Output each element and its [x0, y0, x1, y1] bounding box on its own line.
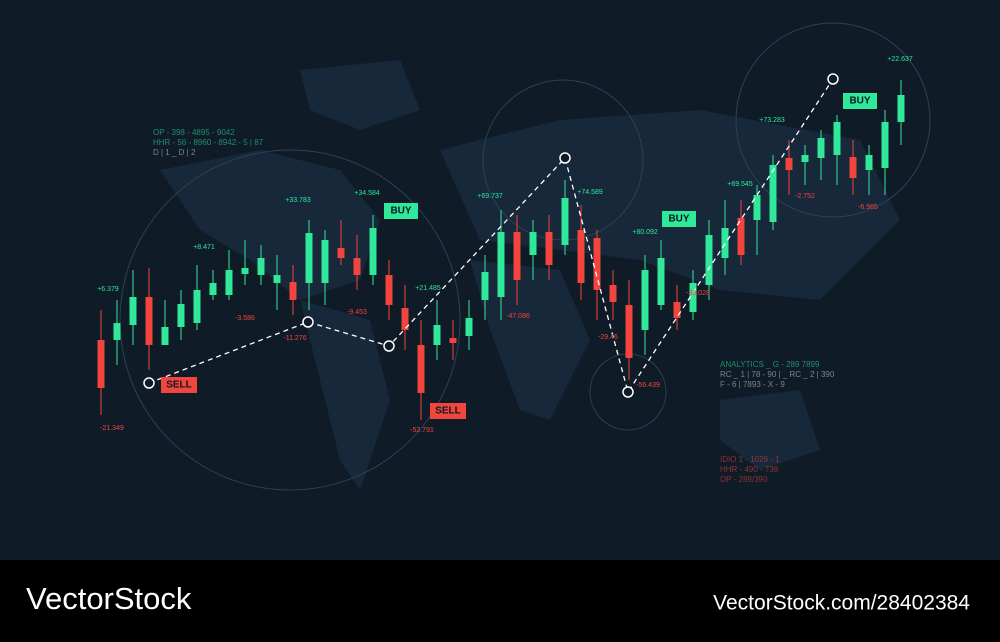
footer-brand: VectorStock — [26, 581, 192, 616]
price-label: -9.453 — [347, 309, 367, 316]
footer — [0, 560, 1000, 642]
candle-body — [833, 122, 841, 155]
candle-body — [337, 248, 345, 258]
badge: SELL — [166, 380, 192, 391]
candle-body — [881, 122, 889, 168]
candle-body — [513, 232, 521, 280]
info-text: HHR - 490 - 738 — [720, 465, 779, 474]
price-label: +73.283 — [759, 117, 785, 124]
candle-body — [609, 285, 617, 302]
candle-body — [465, 318, 473, 336]
candle-body — [529, 232, 537, 255]
price-label: -52.791 — [410, 427, 434, 434]
candle-body — [753, 195, 761, 220]
candle-body — [721, 228, 729, 258]
candle-body — [545, 232, 553, 265]
candle-body — [369, 228, 377, 275]
price-label: +74.589 — [577, 189, 603, 196]
candle-body — [785, 158, 793, 170]
candle-body — [497, 232, 505, 297]
price-labels: +6.379 -21.349 +8.471 -3.586 +33.783 -11.276 +… — [97, 56, 913, 434]
info-text: OP - 398 - 4895 - 9042 — [153, 128, 235, 137]
price-label: -11.276 — [283, 335, 306, 342]
candle-body — [593, 238, 601, 290]
info-text: F - 6 | 7893 - X - 9 — [720, 380, 785, 389]
candle-body — [817, 138, 825, 158]
price-label: +80.092 — [632, 229, 658, 236]
candle-body — [673, 302, 681, 318]
candle-body — [641, 270, 649, 330]
price-label: +22.637 — [887, 56, 913, 63]
price-label: -36.028 — [686, 290, 710, 297]
candle-body — [401, 308, 409, 330]
candle-body — [689, 283, 697, 312]
badge: BUY — [390, 206, 411, 217]
candle-body — [209, 283, 217, 295]
info-text: ANALYTICS _ G - 289 7899 — [720, 360, 820, 369]
price-label: -3.586 — [235, 315, 255, 322]
info-text: OP - 289/390 — [720, 475, 768, 484]
pivots — [143, 73, 839, 398]
price-label: -29.46 — [598, 334, 618, 341]
info-text: RC _ 1 | 78 - 90 | _ RC _ 2 | 390 — [720, 370, 835, 379]
candle-body — [177, 304, 185, 327]
candle-body — [161, 327, 169, 345]
candle-body — [145, 297, 153, 345]
candle-body — [801, 155, 809, 162]
candle-body — [897, 95, 905, 122]
badges: SELL SELL BUY BUY BUY — [161, 93, 877, 419]
candle-body — [561, 198, 569, 245]
rings — [119, 22, 931, 491]
candle-body — [705, 235, 713, 285]
world-map — [160, 60, 900, 490]
candle-body — [241, 268, 249, 274]
info-text: HHR - 56 - 8960 - 8942 - 5 | 87 — [153, 138, 264, 147]
candle-body — [257, 258, 265, 275]
candle-body — [321, 240, 329, 283]
info-blocks: OP - 398 - 4895 - 9042 HHR - 56 - 8960 -… — [153, 128, 835, 484]
price-label: +21.485 — [415, 285, 441, 292]
badge: BUY — [668, 214, 689, 225]
price-label: +6.379 — [97, 286, 119, 293]
candle-body — [353, 258, 361, 275]
candle-body — [737, 218, 745, 255]
candle-body — [193, 290, 201, 323]
candle-body — [481, 272, 489, 300]
info-text: IDIO 1 - 1029 - 1 — [720, 455, 780, 464]
price-label: -21.349 — [100, 425, 124, 432]
footer-url: VectorStock.com/28402384 — [713, 592, 970, 615]
candle-body — [113, 323, 121, 340]
candles — [97, 80, 905, 420]
candle-body — [865, 155, 873, 170]
candle-body — [305, 233, 313, 283]
candle-body — [657, 258, 665, 305]
candle-body — [225, 270, 233, 295]
candle-body — [849, 157, 857, 178]
badge: BUY — [849, 96, 870, 107]
price-label: -47.086 — [506, 313, 530, 320]
info-text: D | 1 _ D | 2 — [153, 148, 196, 157]
price-label: +69.737 — [477, 193, 503, 200]
price-label: -56.439 — [636, 382, 660, 389]
candle-body — [97, 340, 105, 388]
price-label: +69.545 — [727, 181, 753, 188]
candle-body — [385, 275, 393, 305]
candle-body — [273, 275, 281, 283]
candle-body — [625, 305, 633, 358]
candle-body — [433, 325, 441, 345]
candle-body — [417, 345, 425, 393]
price-label: -2.752 — [795, 193, 815, 200]
candle-body — [769, 165, 777, 222]
badge: SELL — [435, 406, 461, 417]
price-label: -6.985 — [858, 204, 878, 211]
price-label: +34.584 — [354, 190, 380, 197]
price-label: +33.783 — [285, 197, 311, 204]
candle-body — [129, 297, 137, 325]
price-label: +8.471 — [193, 244, 215, 251]
candle-body — [289, 282, 297, 300]
candle-body — [449, 338, 457, 343]
candle-body — [577, 230, 585, 283]
